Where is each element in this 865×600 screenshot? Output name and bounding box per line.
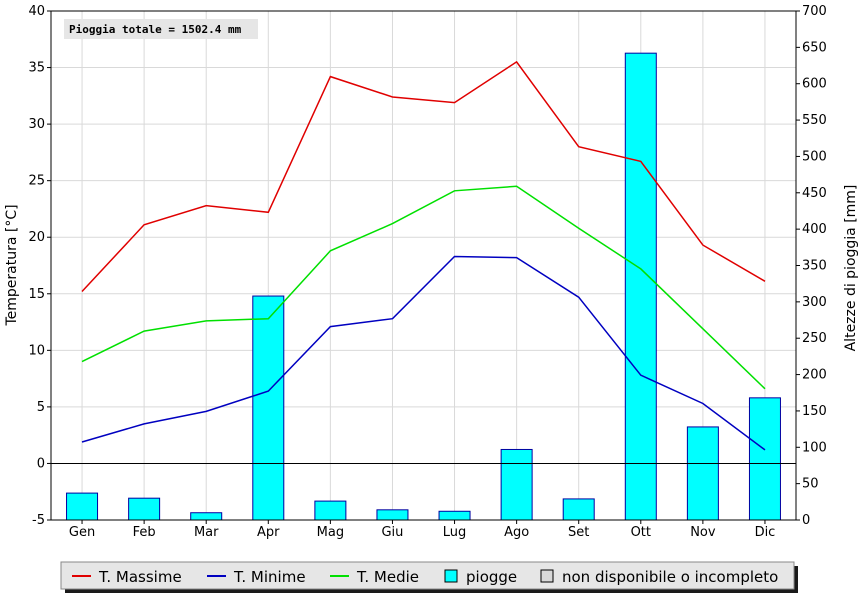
x-tick-label-dic: Dic: [755, 525, 776, 540]
rain-bars: [66, 52, 781, 521]
legend-label: T. Massime: [98, 568, 182, 586]
series-line-t-minime: [81, 255, 766, 451]
right-tick-label: 450: [802, 186, 827, 201]
right-tick-label: 250: [802, 331, 827, 346]
right-tick-label: 400: [802, 222, 827, 237]
rain-bar-set: [562, 498, 595, 521]
rain-bar-dic: [748, 397, 781, 521]
left-tick-label: 35: [28, 61, 45, 76]
rain-bar-giu: [376, 509, 409, 521]
right-tick-label: 200: [802, 368, 827, 383]
rain-bar-feb: [128, 497, 161, 521]
series-line-t-massime: [81, 60, 766, 293]
rain-bar-nov: [686, 426, 719, 521]
x-tick-label-apr: Apr: [257, 525, 280, 540]
right-tick-label: 100: [802, 440, 827, 455]
left-tick-label: 40: [28, 4, 45, 19]
rain-bar-mar: [190, 512, 223, 521]
rain-bar-gen: [66, 492, 99, 521]
legend-box: [60, 561, 795, 590]
left-tick-label: 5: [37, 400, 45, 415]
right-axis-title: Altezze di pioggia [mm]: [843, 185, 859, 352]
right-tick-label: 300: [802, 295, 827, 310]
x-tick-label-mag: Mag: [317, 525, 344, 540]
left-tick-label: 10: [28, 343, 45, 358]
x-tick-label-mar: Mar: [194, 525, 219, 540]
legend: T. Massime T. Minime T. Medie piogge non dis…: [60, 561, 798, 593]
legend-label: T. Medie: [356, 568, 419, 586]
plot-frame: [50, 10, 797, 521]
right-tick-label: 150: [802, 404, 827, 419]
left-tick-label: 0: [37, 456, 45, 471]
right-axis-ticks: 0 50 100 150 200 250 300 350 400 450 500 550 600 650 7…: [796, 4, 827, 528]
left-axis-title: Temperatura [°C]: [4, 204, 20, 326]
left-tick-label: -5: [32, 513, 45, 528]
left-tick-label: 20: [28, 230, 45, 245]
x-tick-label-gen: Gen: [69, 525, 95, 540]
x-tick-label-set: Set: [568, 525, 589, 540]
x-axis-ticks: Gen Feb Mar Apr Mag Giu Lug Ago Set Ott Nov Dic: [69, 520, 775, 540]
right-tick-label: 0: [802, 513, 810, 528]
annotation-text: Pioggia totale = 1502.4 mm: [69, 23, 242, 36]
annotation-box: [64, 19, 258, 39]
x-tick-label-giu: Giu: [381, 525, 403, 540]
rain-bar-mag: [314, 500, 347, 521]
right-tick-label: 600: [802, 77, 827, 92]
x-tick-label-lug: Lug: [443, 525, 467, 540]
temperature-lines: [81, 60, 766, 451]
grid: [51, 10, 796, 521]
x-tick-label-feb: Feb: [133, 525, 156, 540]
left-tick-label: 25: [28, 174, 45, 189]
legend-label: non disponibile o incompleto: [562, 568, 778, 586]
legend-label: T. Minime: [233, 568, 306, 586]
right-tick-label: 50: [802, 477, 819, 492]
plot-border: [50, 10, 797, 521]
rain-bar-ago: [500, 448, 533, 521]
legend-swatch-piogge: [444, 569, 458, 583]
right-tick-label: 550: [802, 113, 827, 128]
rain-bar-apr: [252, 295, 285, 521]
rain-bar-ott: [624, 52, 657, 521]
legend-label: piogge: [466, 568, 517, 586]
right-tick-label: 500: [802, 149, 827, 164]
legend-swatch-non-disponibile-o-incompleto: [540, 569, 554, 583]
left-tick-label: 15: [28, 287, 45, 302]
right-tick-label: 700: [802, 4, 827, 19]
x-tick-label-nov: Nov: [690, 525, 716, 540]
x-tick-label-ago: Ago: [504, 525, 529, 540]
x-tick-label-ott: Ott: [631, 525, 651, 540]
left-tick-label: 30: [28, 117, 45, 132]
right-tick-label: 350: [802, 259, 827, 274]
right-tick-label: 650: [802, 40, 827, 55]
left-axis-ticks: -5 0 5 10 15 20 25 30 35 40: [28, 4, 51, 528]
rain-bar-lug: [438, 510, 471, 521]
series-line-t-medie: [81, 185, 766, 390]
